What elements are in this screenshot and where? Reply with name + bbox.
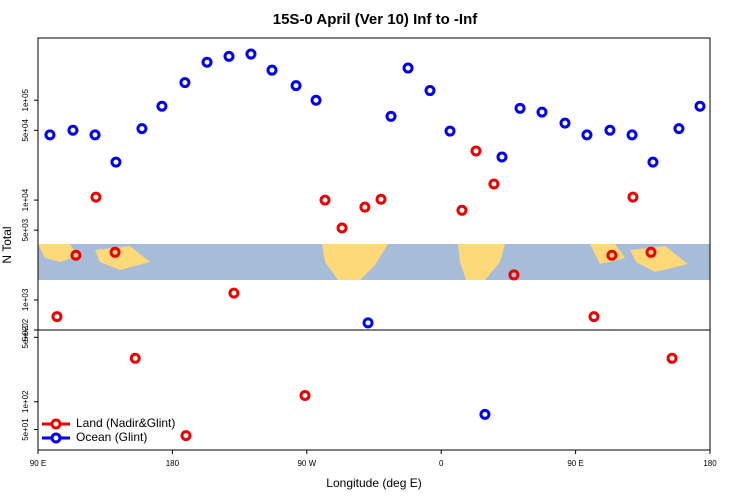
y-tick-label: 5e+03 [21, 218, 30, 241]
map-land [38, 244, 688, 280]
point [559, 117, 571, 129]
point [647, 156, 659, 168]
x-tick-label: 180 [703, 459, 717, 468]
point [179, 77, 191, 89]
point [385, 110, 397, 122]
chart-title: 15S-0 April (Ver 10) Inf to -Inf [273, 11, 478, 28]
point [627, 191, 639, 203]
y-tick-label: 1e+03 [21, 288, 30, 311]
x-tick-label: 90 E [30, 459, 46, 468]
point [456, 204, 468, 216]
point [290, 80, 302, 92]
y-tick-label: 5e+02 [21, 318, 30, 341]
point [581, 129, 593, 141]
y-tick-label: 1e+04 [21, 188, 30, 211]
legend-label: Ocean (Glint) [76, 430, 147, 444]
point [673, 123, 685, 135]
plot-frame [37, 37, 711, 451]
point [67, 124, 79, 136]
point [136, 123, 148, 135]
point [508, 269, 520, 281]
point [362, 317, 374, 329]
point [51, 311, 63, 323]
y-tick-label: 5e+01 [21, 418, 30, 441]
point [319, 194, 331, 206]
point [666, 352, 678, 364]
point [479, 408, 491, 420]
point [89, 129, 101, 141]
point [70, 249, 82, 261]
y-tick-label: 1e+05 [21, 88, 30, 111]
x-tick-label: 0 [439, 459, 444, 468]
point [44, 129, 56, 141]
x-tick-label: 180 [166, 459, 180, 468]
x-axis-label: Longitude (deg E) [326, 476, 421, 490]
point [110, 156, 122, 168]
x-tick-label: 90 E [567, 459, 583, 468]
point [496, 151, 508, 163]
point [201, 56, 213, 68]
point [245, 48, 257, 60]
point [228, 287, 240, 299]
x-tick-label: 90 W [297, 459, 316, 468]
point [299, 389, 311, 401]
point [645, 246, 657, 258]
point [266, 64, 278, 76]
point [536, 106, 548, 118]
point [359, 201, 371, 213]
point [694, 100, 706, 112]
point [90, 191, 102, 203]
point [444, 125, 456, 137]
point [402, 62, 414, 74]
legend-label: Land (Nadir&Glint) [76, 416, 175, 430]
legend-marker [50, 418, 62, 430]
point [375, 193, 387, 205]
y-tick-label: 5e+02 [21, 326, 30, 349]
point [109, 246, 121, 258]
point [310, 94, 322, 106]
y-axis-label: N Total [0, 226, 14, 263]
y-tick-label: 5e+04 [21, 119, 30, 142]
y-tick-label: 1e+02 [21, 390, 30, 413]
point [588, 311, 600, 323]
point [156, 100, 168, 112]
point [180, 430, 192, 442]
point [606, 249, 618, 261]
point [223, 50, 235, 62]
point [626, 129, 638, 141]
point [129, 352, 141, 364]
legend-marker [50, 432, 62, 444]
point [514, 102, 526, 114]
point [488, 178, 500, 190]
point [424, 85, 436, 97]
point [604, 124, 616, 136]
point [470, 145, 482, 157]
point [336, 222, 348, 234]
